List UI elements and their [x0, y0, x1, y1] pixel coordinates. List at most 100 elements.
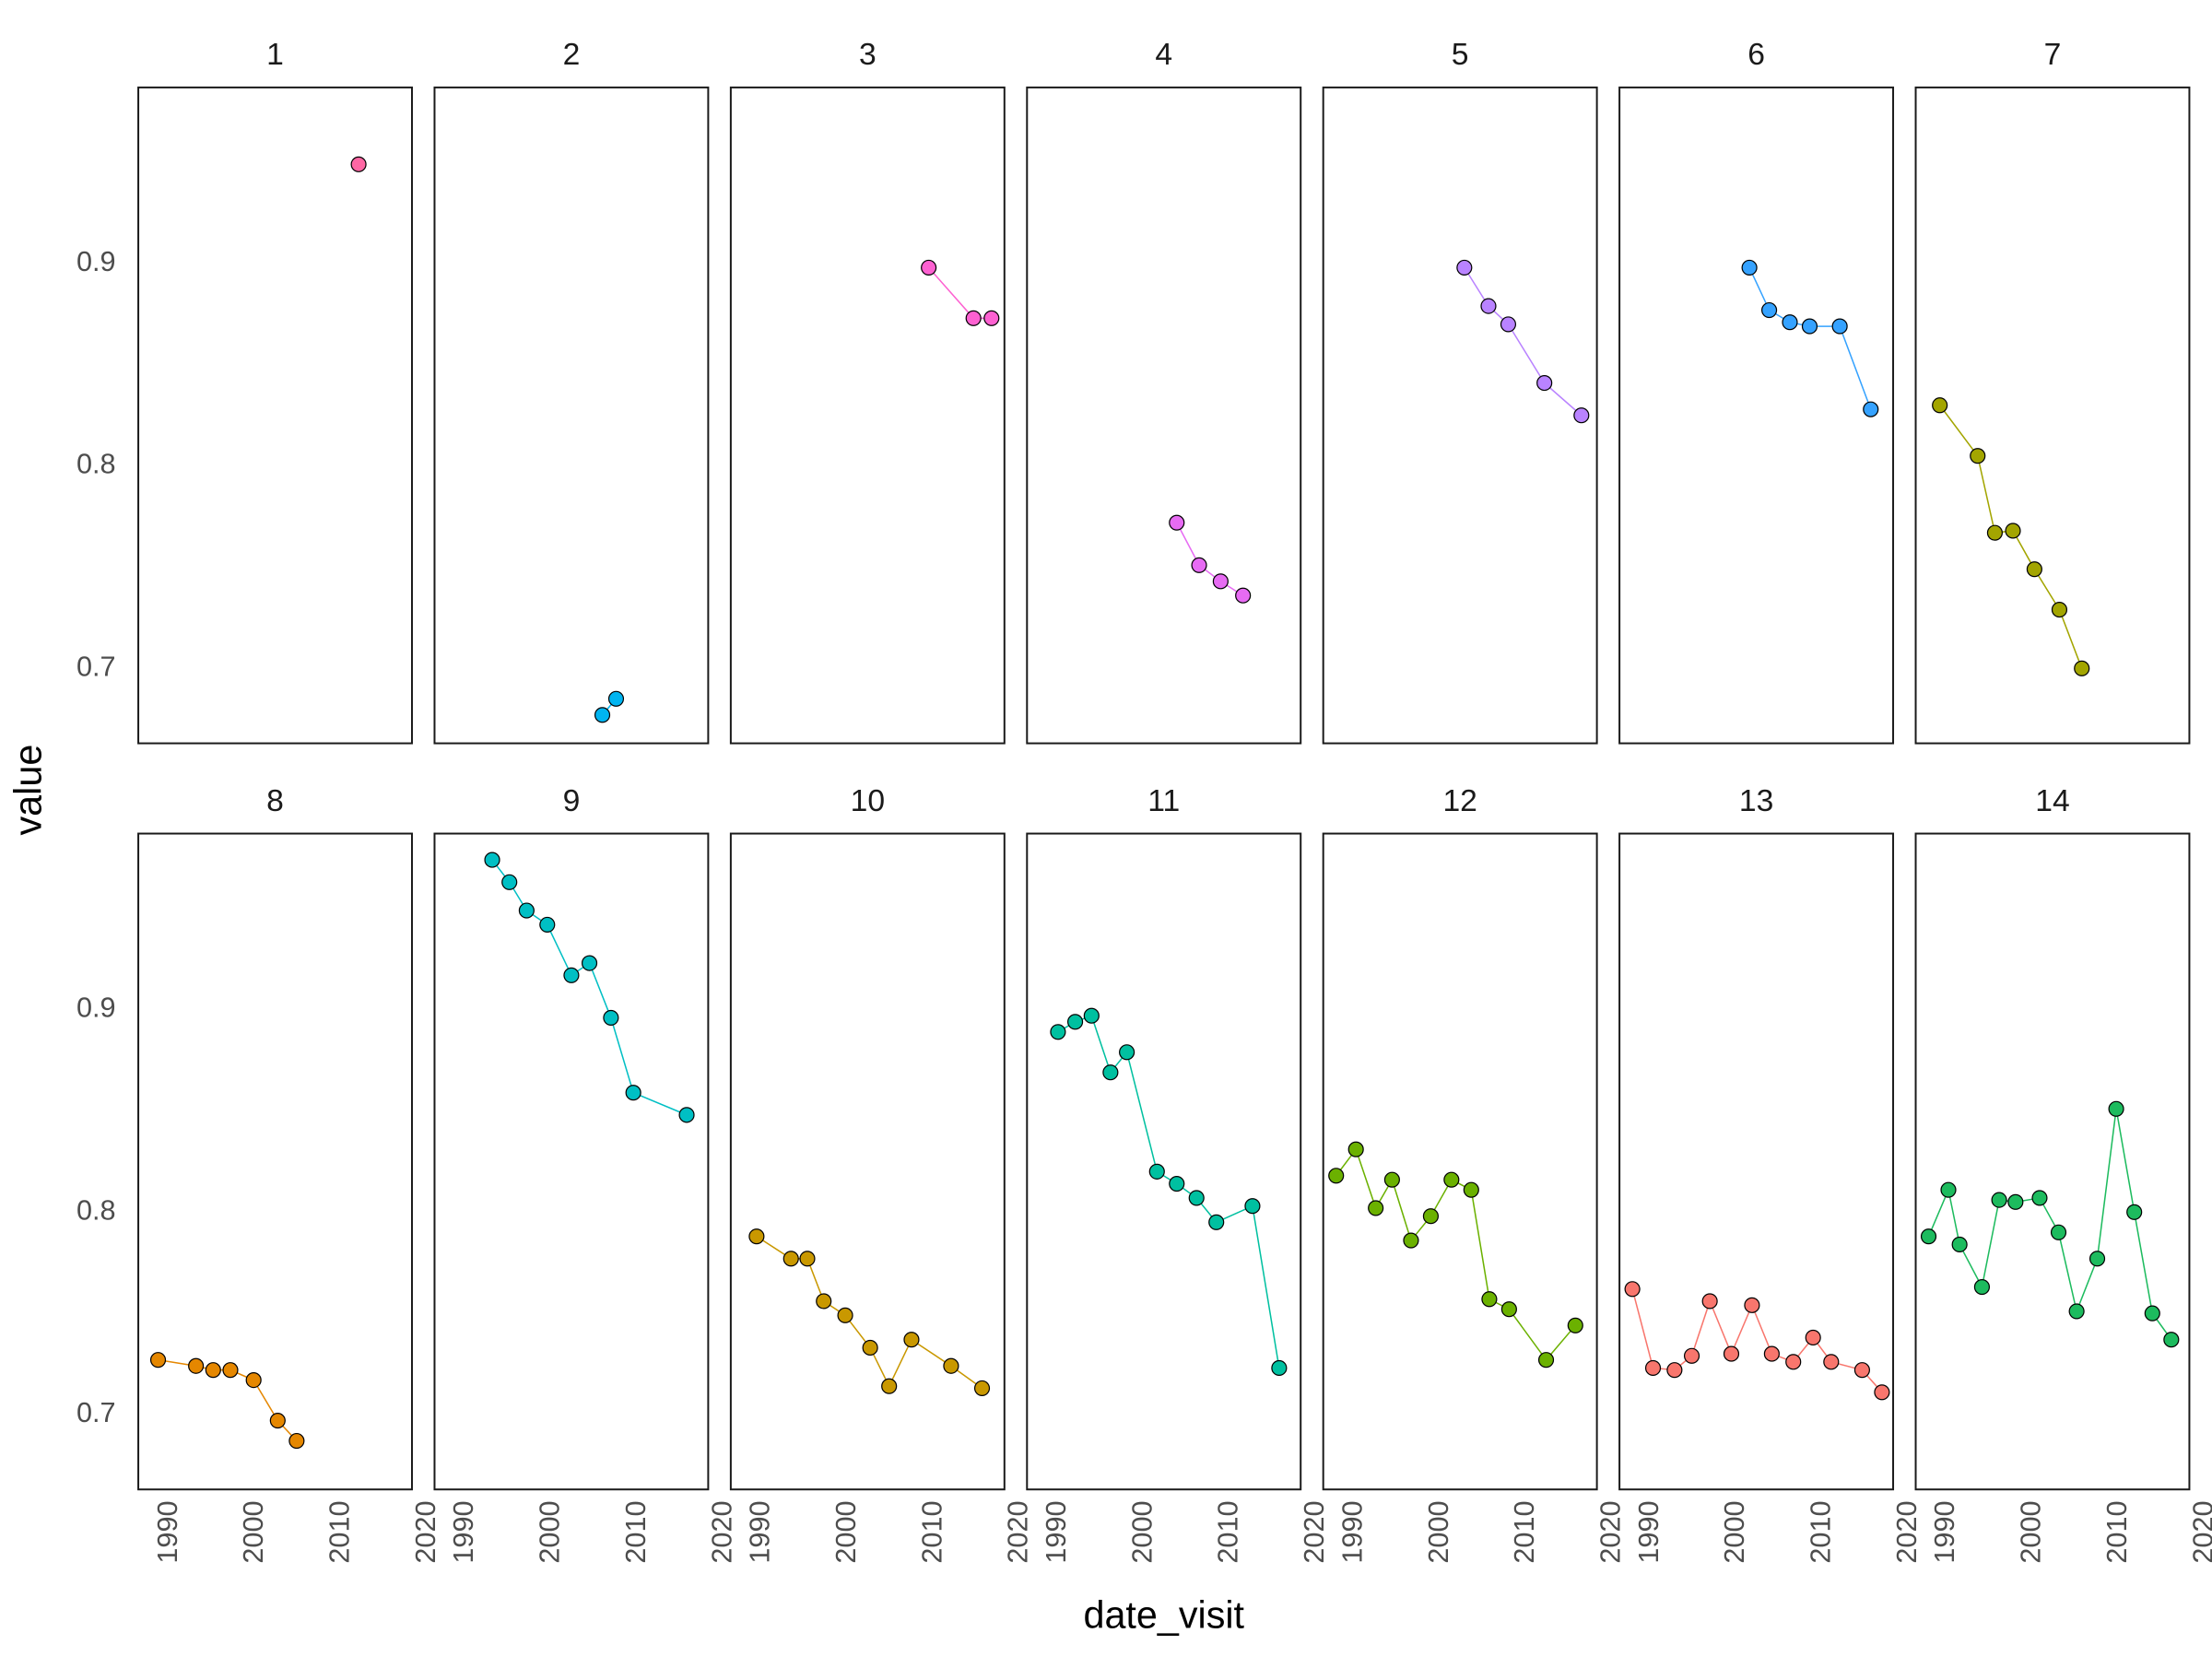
panel-border [729, 86, 1006, 745]
x-tick-label: 1990 [152, 1500, 183, 1563]
x-tick-label: 1990 [1041, 1500, 1072, 1563]
point [149, 1352, 167, 1368]
point [1785, 1354, 1802, 1370]
point [1823, 1354, 1840, 1370]
strip-label: 10 [851, 784, 885, 818]
point [1723, 1345, 1740, 1362]
point [581, 955, 598, 971]
point [1666, 1362, 1683, 1379]
x-tick-label: 2010 [1806, 1500, 1837, 1563]
point [1169, 514, 1185, 531]
point [563, 967, 580, 983]
point [1368, 1200, 1384, 1216]
point [1463, 1181, 1479, 1198]
point [1741, 259, 1758, 276]
strip-label: 3 [859, 38, 877, 72]
point [1480, 298, 1497, 314]
strip-label: 7 [2044, 38, 2062, 72]
point [1940, 1181, 1957, 1198]
point [245, 1372, 262, 1389]
panel-border [137, 832, 413, 1491]
point [1067, 1014, 1084, 1030]
series-line [1335, 1147, 1576, 1361]
y-tick-label: 0.9 [76, 993, 116, 1024]
x-tick-label: 2010 [1213, 1500, 1244, 1563]
point [1951, 1236, 1968, 1253]
x-tick-label: 2000 [2016, 1500, 2047, 1563]
point [1624, 1281, 1641, 1298]
point [1148, 1163, 1165, 1180]
x-tick-label: 2020 [1003, 1500, 1034, 1563]
point [269, 1412, 286, 1429]
point [2007, 1193, 2024, 1210]
series-line [1057, 1015, 1280, 1368]
point [1235, 587, 1252, 604]
x-tick-label: 2010 [2101, 1500, 2133, 1563]
x-tick-label: 2020 [1891, 1500, 1923, 1563]
y-axis-title: value [7, 745, 50, 836]
y-tick-label: 0.7 [76, 651, 116, 682]
point [539, 916, 556, 933]
panel-border [1618, 86, 1895, 745]
point [2031, 1190, 2048, 1206]
point [1805, 1329, 1821, 1346]
y-tick-label: 0.8 [76, 1194, 116, 1226]
point [1573, 407, 1590, 424]
point [205, 1362, 221, 1379]
point [1986, 524, 2003, 541]
point [1443, 1171, 1460, 1188]
point [1188, 1190, 1205, 1206]
point [1567, 1317, 1583, 1333]
x-tick-label: 1990 [448, 1500, 479, 1563]
point [1874, 1384, 1890, 1401]
point [2088, 1251, 2106, 1267]
panel-border [1914, 86, 2191, 745]
point [921, 259, 937, 276]
point [603, 1009, 619, 1027]
y-tick-label: 0.8 [76, 449, 116, 480]
point [782, 1251, 799, 1267]
point [862, 1339, 878, 1357]
x-tick-label: 1990 [745, 1500, 776, 1563]
point [1683, 1347, 1700, 1364]
x-tick-label: 2000 [535, 1500, 566, 1563]
point [1863, 401, 1879, 417]
point [1383, 1171, 1400, 1188]
x-axis-title: date_visit [1083, 1593, 1244, 1636]
point [1763, 1345, 1780, 1362]
strip-label: 2 [563, 38, 581, 72]
point [1500, 1301, 1517, 1318]
x-tick-label: 2000 [830, 1500, 862, 1563]
point [1536, 375, 1553, 392]
point [2068, 1303, 2085, 1320]
point [1920, 1228, 1937, 1245]
point [1481, 1291, 1498, 1308]
x-tick-label: 2010 [1509, 1500, 1540, 1563]
point [594, 707, 611, 723]
series-line [928, 266, 992, 320]
point [1212, 573, 1229, 590]
point [607, 690, 625, 707]
point [2108, 1100, 2124, 1117]
x-tick-label: 2020 [1299, 1500, 1330, 1563]
point [1169, 1175, 1185, 1192]
point [2074, 660, 2090, 676]
x-tick-label: 2020 [1595, 1500, 1627, 1563]
series-line [1176, 522, 1244, 596]
point [1208, 1214, 1225, 1230]
point [1083, 1007, 1100, 1024]
point [2051, 602, 2068, 618]
point [1456, 259, 1473, 276]
x-tick-label: 2010 [324, 1500, 356, 1563]
series-line [1464, 266, 1583, 417]
point [1191, 557, 1207, 573]
point [983, 310, 1000, 326]
point [1701, 1293, 1718, 1310]
panel-border [1026, 86, 1302, 745]
x-tick-label: 2000 [1719, 1500, 1750, 1563]
strip-label: 11 [1147, 784, 1180, 818]
point [1801, 318, 1818, 335]
panel-border [1026, 832, 1302, 1491]
point [518, 902, 535, 919]
